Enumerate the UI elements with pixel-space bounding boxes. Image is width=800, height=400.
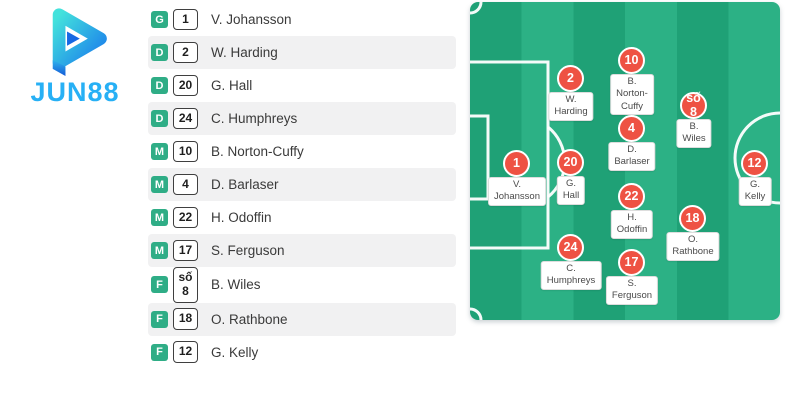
position-badge: F: [151, 310, 168, 328]
pitch: 1 V. Johansson 2 W. Harding 20 G. Hall: [470, 2, 780, 320]
shirt-number-box: 20: [173, 74, 198, 97]
shirt-number-box: 10: [173, 140, 198, 163]
player-surname: Humphreys: [546, 275, 596, 287]
shirt-number-box: 4: [173, 173, 198, 196]
player-surname: Kelly: [744, 191, 766, 203]
player-initial: O.: [687, 234, 699, 245]
player-name: S. Ferguson: [211, 243, 285, 258]
position-badge: D: [151, 44, 168, 61]
position-badge: F: [151, 276, 168, 294]
player-surname-2: Cuffy: [620, 100, 643, 112]
player-name-label: D. Barlaser: [608, 142, 656, 171]
player-surname: Johansson: [494, 191, 540, 203]
player-name-label: S. Ferguson: [605, 276, 659, 305]
shirt-number-box: 18: [173, 308, 198, 330]
player-name: B. Wiles: [211, 277, 261, 293]
lineup-list: G 1 V. Johansson D 2 W. Harding D 20 G. …: [148, 3, 456, 369]
player-number-circle: 10: [618, 47, 645, 74]
player-name: W. Harding: [211, 45, 278, 60]
player-name: B. Norton-Cuffy: [211, 144, 304, 159]
lineup-row[interactable]: F 12 G. Kelly: [148, 336, 456, 369]
player-surname: Barlaser: [614, 156, 650, 168]
player-name: G. Kelly: [211, 344, 259, 360]
player-number-circle: 17: [618, 249, 645, 276]
shirt-number-box: 1: [173, 8, 198, 31]
player-name-label: G. Kelly: [738, 177, 772, 206]
player-surname: Hall: [562, 190, 580, 202]
player-name-label: H. Odoffin: [610, 210, 654, 239]
player-number-circle: 20: [557, 149, 584, 176]
player-surname: Odoffin: [616, 224, 648, 236]
player-surname: Norton-: [616, 88, 648, 100]
goal-box-line: [470, 114, 490, 201]
player-surname: Ferguson: [611, 290, 653, 302]
corner-arc-top-line: [470, 2, 483, 15]
player-initial: S.: [627, 278, 637, 289]
player-initial: B.: [627, 76, 637, 87]
player-name-label: B. Norton- Cuffy: [610, 74, 654, 116]
shirt-number-box: 17: [173, 239, 198, 262]
player-number-circle: 22: [618, 183, 645, 210]
lineup-row[interactable]: D 2 W. Harding: [148, 36, 456, 69]
penalty-box-line: [470, 60, 550, 250]
player-initial: G.: [749, 179, 761, 190]
shirt-number-box: 22: [173, 206, 198, 229]
player-number-circle: 1: [503, 150, 530, 177]
player-number-circle: 18: [679, 205, 706, 232]
player-name: O. Rathbone: [211, 311, 288, 327]
player-name: H. Odoffin: [211, 210, 272, 225]
player-name: G. Hall: [211, 78, 253, 93]
player-number-circle: 4: [618, 115, 645, 142]
player-number-circle: số 8: [680, 92, 707, 119]
brand-logo-text: JUN88: [30, 77, 120, 107]
player-initial: V.: [512, 179, 522, 190]
player-initial: B.: [689, 121, 699, 132]
player-name-label: G. Hall: [556, 176, 586, 205]
player-name-label: B. Wiles: [676, 119, 712, 148]
player-surname: Harding: [554, 106, 588, 118]
play-button-icon: [52, 8, 107, 76]
player-surname: Wiles: [682, 133, 706, 145]
position-badge: M: [151, 143, 168, 160]
position-badge: M: [151, 176, 168, 193]
shirt-number-box: 2: [173, 41, 198, 64]
lineup-row[interactable]: M 4 D. Barlaser: [148, 168, 456, 201]
shirt-number-box: 12: [173, 341, 198, 363]
lineup-row[interactable]: G 1 V. Johansson: [148, 3, 456, 36]
player-initial: W.: [565, 94, 577, 105]
player-name-label: V. Johansson: [488, 177, 546, 206]
player-name: V. Johansson: [211, 12, 292, 27]
position-badge: D: [151, 77, 168, 94]
player-initial: H.: [627, 212, 637, 223]
lineup-row[interactable]: M 10 B. Norton-Cuffy: [148, 135, 456, 168]
position-badge: G: [151, 11, 168, 28]
player-initial: G.: [565, 178, 577, 189]
player-name-label: O. Rathbone: [666, 232, 720, 261]
player-number-circle: 12: [741, 150, 768, 177]
player-name: D. Barlaser: [211, 177, 279, 192]
player-surname: Rathbone: [672, 246, 714, 258]
player-initial: C.: [566, 263, 576, 274]
player-name: C. Humphreys: [211, 111, 298, 126]
shirt-number-box: 24: [173, 107, 198, 130]
lineup-row[interactable]: D 20 G. Hall: [148, 69, 456, 102]
lineup-row[interactable]: D 24 C. Humphreys: [148, 102, 456, 135]
position-badge: F: [151, 343, 168, 361]
lineup-row[interactable]: M 22 H. Odoffin: [148, 201, 456, 234]
corner-arc-bottom-line: [470, 307, 483, 320]
lineup-row[interactable]: F 18 O. Rathbone: [148, 302, 456, 336]
position-badge: M: [151, 209, 168, 226]
position-badge: M: [151, 242, 168, 259]
player-name-label: C. Humphreys: [540, 261, 602, 290]
shirt-number-box: số 8: [173, 267, 198, 303]
player-number-circle: 2: [557, 65, 584, 92]
lineup-row[interactable]: M 17 S. Ferguson: [148, 234, 456, 267]
player-name-label: W. Harding: [548, 92, 594, 121]
player-number-circle: 24: [557, 234, 584, 261]
lineup-row[interactable]: F số 8 B. Wiles: [148, 267, 456, 303]
player-initial: D.: [627, 144, 637, 155]
brand-logo: JUN88: [18, 6, 132, 108]
position-badge: D: [151, 110, 168, 127]
